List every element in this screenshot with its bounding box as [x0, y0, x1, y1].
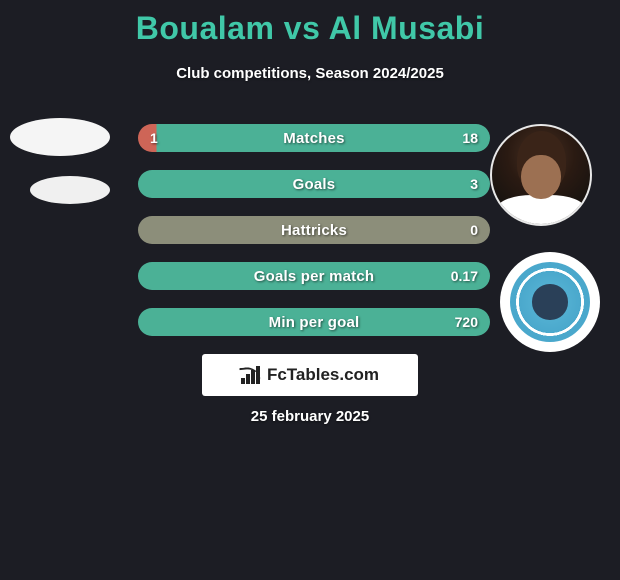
stat-row: Goals per match0.17 [138, 262, 490, 290]
stat-value-right: 0.17 [451, 262, 478, 290]
stat-value-right: 18 [462, 124, 478, 152]
player2-jersey [497, 195, 585, 226]
fctables-logo: FcTables.com [202, 354, 418, 396]
player2-club-badge [500, 252, 600, 352]
stat-value-right: 3 [470, 170, 478, 198]
stat-label: Goals [138, 170, 490, 198]
stat-label: Matches [138, 124, 490, 152]
player1-avatar-placeholder [10, 118, 110, 156]
player2-name: Al Musabi [329, 10, 485, 46]
stat-value-right: 0 [470, 216, 478, 244]
stat-row: Hattricks0 [138, 216, 490, 244]
page-title: Boualam vs Al Musabi [0, 0, 620, 47]
stat-label: Min per goal [138, 308, 490, 336]
footer-date: 25 february 2025 [0, 408, 620, 425]
vs-label: vs [284, 10, 321, 46]
player2-avatar [490, 124, 592, 226]
bars-icon [241, 366, 261, 384]
badge-core [510, 262, 590, 342]
stat-value-left: 1 [150, 124, 158, 152]
stat-value-right: 720 [455, 308, 478, 336]
stat-row: Min per goal720 [138, 308, 490, 336]
stat-label: Goals per match [138, 262, 490, 290]
logo-text: FcTables.com [267, 365, 379, 385]
stat-row: Goals3 [138, 170, 490, 198]
stats-container: Matches1 18 Goals3 Hattricks0 Goals per matc… [138, 124, 490, 354]
stat-label: Hattricks [138, 216, 490, 244]
stat-row: Matches1 18 [138, 124, 490, 152]
player1-club-placeholder [30, 176, 110, 204]
subtitle: Club competitions, Season 2024/2025 [0, 65, 620, 82]
player1-name: Boualam [136, 10, 275, 46]
